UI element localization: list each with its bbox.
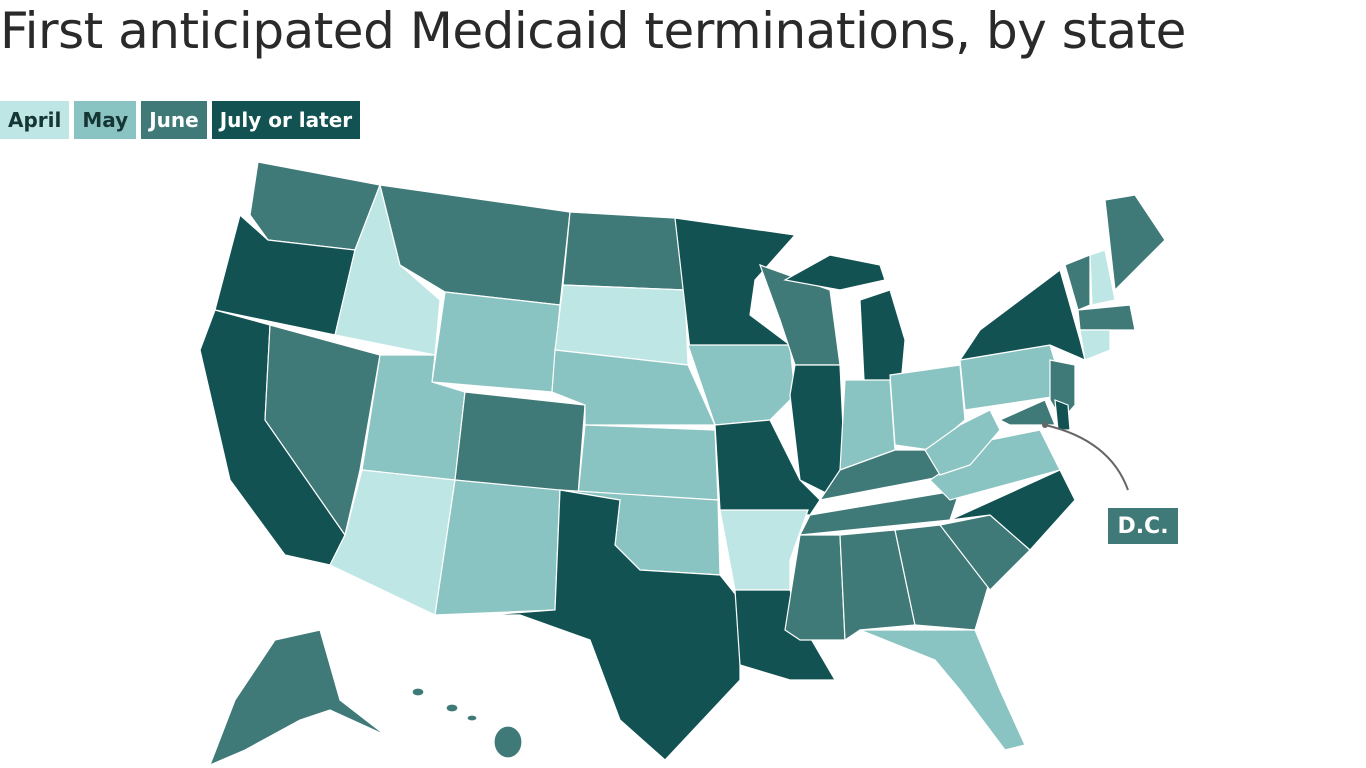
- state: [411, 687, 425, 697]
- dc-leader: [1044, 424, 1129, 491]
- title: First anticipated Medicaid terminations,…: [0, 2, 1186, 60]
- state: [493, 725, 523, 759]
- state: [208, 629, 386, 767]
- state: [783, 254, 886, 291]
- state: [998, 399, 1056, 426]
- state: [577, 424, 719, 501]
- state: [894, 524, 991, 631]
- state: [1104, 194, 1166, 292]
- state: [484, 489, 741, 761]
- state: [1077, 304, 1136, 331]
- state: [734, 589, 837, 681]
- state: [958, 268, 1086, 362]
- state: [466, 714, 478, 722]
- legend-item: May: [74, 101, 137, 139]
- state: [1064, 254, 1091, 311]
- legend-item: April: [0, 101, 70, 139]
- legend-item: July or later: [211, 101, 361, 139]
- state: [924, 409, 1001, 476]
- state: [445, 703, 459, 713]
- state: [431, 291, 561, 393]
- state: [719, 509, 809, 591]
- state: [949, 469, 1076, 551]
- legend-item: June: [141, 101, 207, 139]
- legend: April May June July or later: [0, 101, 361, 139]
- dc-dot: [1042, 422, 1048, 428]
- states: [199, 161, 1166, 767]
- state: [562, 211, 686, 291]
- state: [687, 344, 796, 426]
- state: [1054, 399, 1071, 431]
- state: [784, 534, 846, 641]
- dc-label-box: [1108, 508, 1178, 544]
- state: [1089, 249, 1116, 306]
- state: [839, 529, 916, 642]
- state: [1079, 329, 1111, 361]
- state: [434, 479, 561, 616]
- state: [264, 324, 381, 537]
- state: [454, 391, 586, 496]
- dc-label: D.C.: [1117, 514, 1168, 539]
- state: [329, 469, 456, 616]
- state: [859, 629, 1026, 751]
